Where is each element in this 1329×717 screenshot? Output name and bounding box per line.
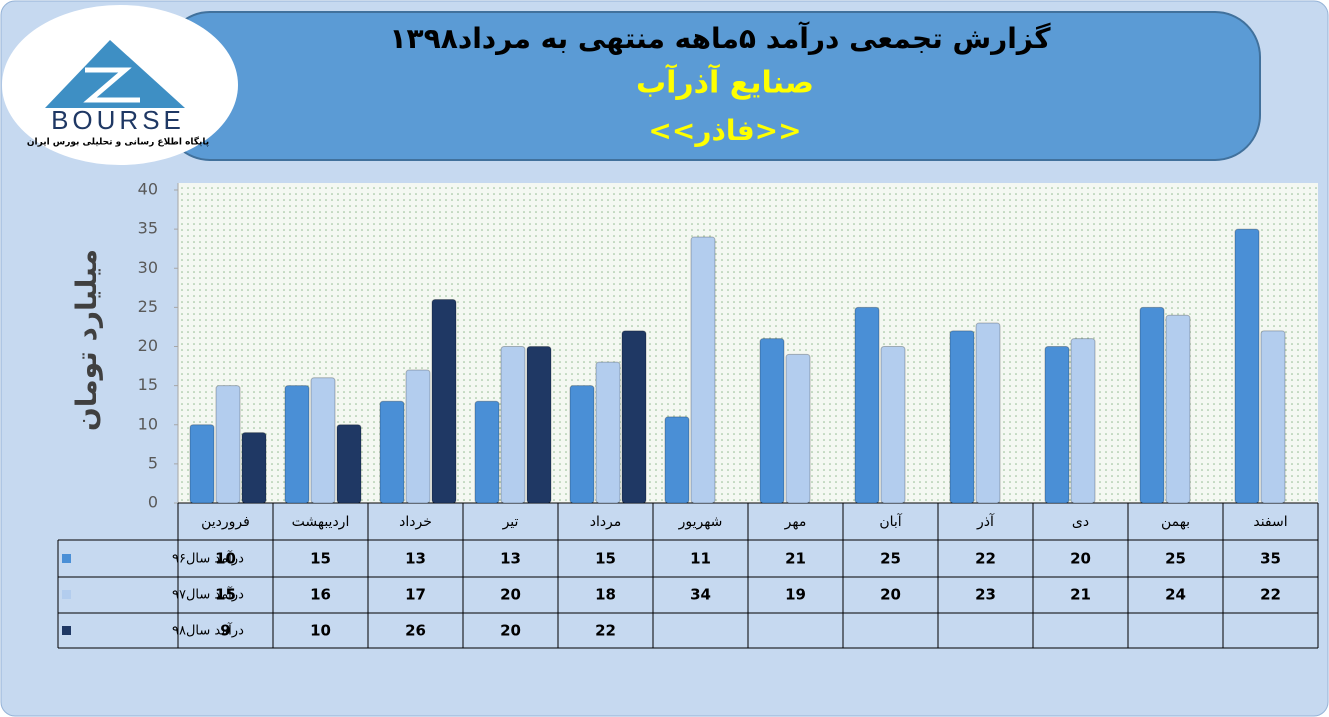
bar (621, 330, 647, 504)
legend-swatch (62, 626, 71, 635)
table-value: 10 (215, 550, 236, 568)
table-value: 18 (595, 586, 616, 604)
table-value: 26 (405, 622, 426, 640)
table-value: 34 (690, 586, 711, 604)
table-value: 20 (500, 622, 521, 640)
bar (1070, 338, 1096, 504)
logo-tagline: پایگاه اطلاع رسانی و تحلیلی بورس ایران (27, 136, 209, 148)
y-tick-label: 5 (148, 453, 158, 472)
bar (215, 385, 241, 504)
x-tick-label: شهریور (678, 514, 723, 530)
table-value: 15 (215, 586, 236, 604)
table-value: 22 (1260, 586, 1281, 604)
logo-mark-line (83, 67, 140, 103)
symbol: <<فاذر>> (648, 114, 801, 147)
legend-label: درآمد سال۹۸ (172, 622, 244, 639)
bar (975, 322, 1001, 504)
logo-mark (45, 40, 185, 108)
table-value: 22 (595, 622, 616, 640)
table-value: 11 (690, 550, 711, 568)
y-tick-label: 40 (138, 180, 158, 199)
table-value: 13 (405, 550, 426, 568)
table-value: 10 (310, 622, 331, 640)
bar (880, 346, 906, 504)
bar (310, 377, 336, 504)
bar (1139, 306, 1165, 504)
x-tick-label: فروردین (201, 514, 250, 530)
y-tick-label: 20 (138, 336, 158, 355)
table-value: 25 (880, 550, 901, 568)
y-tick-label: 15 (138, 375, 158, 394)
legend-swatch (62, 554, 71, 563)
table-value: 17 (405, 586, 426, 604)
bar (526, 346, 552, 504)
bar (1165, 314, 1191, 504)
table-value: 13 (500, 550, 521, 568)
bar (664, 416, 690, 504)
table-value: 35 (1260, 550, 1281, 568)
bar (854, 306, 880, 504)
bar (1234, 228, 1260, 504)
x-tick-label: مهر (784, 514, 807, 530)
bar (431, 299, 457, 504)
bar (284, 385, 310, 504)
table-value: 19 (785, 586, 806, 604)
bar (500, 346, 526, 504)
table-value: 21 (785, 550, 806, 568)
legend-label: درآمد سال۹۷ (172, 586, 244, 603)
table-value: 20 (880, 586, 901, 604)
x-tick-label: آبان (879, 513, 902, 530)
x-tick-label: آذر (976, 513, 995, 530)
table-value: 24 (1165, 586, 1186, 604)
bar (379, 400, 405, 504)
bar (474, 400, 500, 504)
x-tick-label: تیر (502, 514, 519, 530)
y-tick-label: 30 (138, 258, 158, 277)
bar (569, 385, 595, 504)
x-tick-label: اسفند (1253, 514, 1287, 530)
table-value: 9 (220, 622, 230, 640)
chart-title: گزارش تجمعی درآمد ۵ماهه منتهی به مرداد۱۳… (389, 21, 1051, 55)
logo: BOURSE پایگاه اطلاع رسانی و تحلیلی بورس … (2, 5, 238, 165)
table-value: 25 (1165, 550, 1186, 568)
legend-swatch (62, 590, 71, 599)
bar (241, 432, 267, 504)
bar (949, 330, 975, 504)
table-value: 15 (310, 550, 331, 568)
bar (336, 424, 362, 504)
legend-label: درآمد سال۹۶ (172, 550, 244, 567)
bar (690, 236, 716, 504)
y-axis-label: میلیارد تومان (70, 249, 103, 431)
bar (785, 353, 811, 504)
chart-subtitle: صنایع آذرآب (636, 64, 814, 101)
y-tick-label: 0 (148, 493, 158, 512)
x-tick-label: مرداد (590, 514, 622, 530)
bar (405, 369, 431, 504)
y-tick-label: 10 (138, 414, 158, 433)
table-value: 20 (1070, 550, 1091, 568)
bar (1044, 346, 1070, 504)
table-value: 16 (310, 586, 331, 604)
bar (595, 361, 621, 504)
y-tick-label: 25 (138, 297, 158, 316)
x-tick-label: خرداد (399, 514, 432, 530)
table-value: 22 (975, 550, 996, 568)
bar (189, 424, 215, 504)
bar (759, 338, 785, 504)
table-value: 21 (1070, 586, 1091, 604)
bar (1260, 330, 1286, 504)
x-tick-label: دی (1072, 514, 1089, 530)
plot-area (178, 183, 1318, 503)
table-value: 23 (975, 586, 996, 604)
x-tick-label: اردیبهشت (292, 514, 350, 530)
logo-name: BOURSE (51, 105, 185, 135)
x-tick-label: بهمن (1161, 514, 1190, 530)
table-value: 15 (595, 550, 616, 568)
y-tick-label: 35 (138, 219, 158, 238)
table-value: 20 (500, 586, 521, 604)
